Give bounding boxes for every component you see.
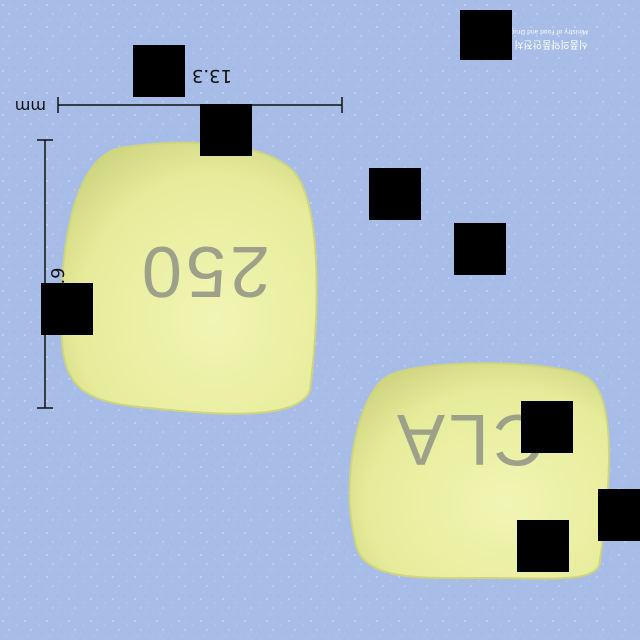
watermark-korean: 식품의약품안전처 bbox=[514, 38, 588, 49]
redaction-block bbox=[454, 223, 506, 275]
redaction-block bbox=[521, 401, 573, 453]
redaction-block bbox=[369, 168, 421, 220]
redaction-block bbox=[598, 489, 640, 541]
redaction-block bbox=[41, 283, 93, 335]
width-measurement: 13.3 bbox=[191, 65, 232, 86]
unit-label: mm bbox=[14, 97, 46, 116]
redaction-block bbox=[517, 520, 569, 572]
redaction-block bbox=[460, 10, 512, 60]
redaction-block bbox=[200, 104, 252, 156]
redaction-block bbox=[133, 45, 185, 97]
pill-back bbox=[60, 141, 318, 415]
